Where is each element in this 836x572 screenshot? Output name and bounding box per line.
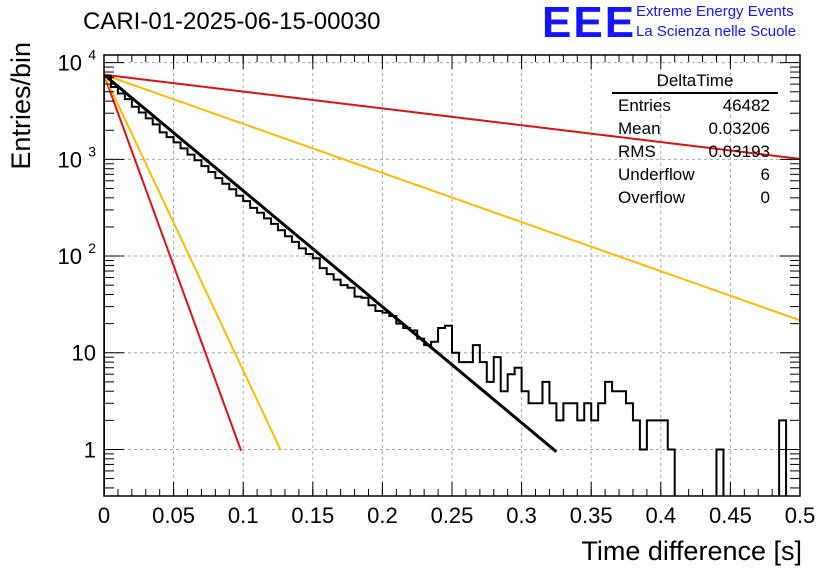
x-tick-label: 0.4 <box>646 503 677 528</box>
logo-line-1: Extreme Energy Events <box>636 3 794 20</box>
y-tick-label: 10 <box>58 147 82 172</box>
fit-curve-fit <box>104 73 558 453</box>
y-axis-label: Entries/bin <box>6 42 36 170</box>
fit-curve-orange-shallow <box>104 73 800 322</box>
stats-row: Entries 46482 <box>612 94 778 117</box>
x-tick-label: 0.1 <box>228 503 259 528</box>
y-tick-label: 10 <box>58 244 82 269</box>
x-tick-label: 0.35 <box>570 503 613 528</box>
histogram-outline <box>104 74 788 496</box>
x-tick-label: 0.2 <box>367 503 398 528</box>
stats-value: 0 <box>760 188 770 207</box>
grid-lines <box>104 55 800 496</box>
x-tick-label: 0.3 <box>506 503 537 528</box>
x-tick-label: 0.5 <box>785 503 816 528</box>
stats-row: Mean 0.03206 <box>612 117 778 140</box>
y-tick-label: 10 <box>72 341 96 366</box>
eee-logo: EEE <box>542 0 637 47</box>
x-tick-label: 0.05 <box>152 503 195 528</box>
stats-row: Underflow 6 <box>612 163 778 186</box>
stats-name: RMS <box>618 142 656 161</box>
stats-name: Underflow <box>618 165 695 184</box>
fit-curve-orange-steep <box>104 74 282 451</box>
logo-line-2: La Scienza nelle Scuole <box>636 23 797 40</box>
fit-curve-red-shallow <box>104 73 800 160</box>
x-tick-label: 0.25 <box>431 503 474 528</box>
fit-curves <box>104 73 800 453</box>
stats-name: Overflow <box>618 188 686 207</box>
stats-row: Overflow 0 <box>612 186 778 209</box>
x-tick-label: 0.45 <box>709 503 752 528</box>
x-tick-label: 0 <box>98 503 110 528</box>
stats-title: DeltaTime <box>612 70 778 94</box>
chart-title: CARI-01-2025-06-15-00030 <box>83 8 381 35</box>
y-tick-exponent: 4 <box>88 47 96 63</box>
x-axis-label: Time difference [s] <box>581 536 802 566</box>
y-tick-label: 1 <box>84 437 96 462</box>
y-tick-exponent: 3 <box>88 143 96 159</box>
stats-value: 6 <box>760 165 770 184</box>
y-tick-exponent: 2 <box>88 240 96 256</box>
stats-name: Entries <box>618 96 671 115</box>
stats-name: Mean <box>618 119 661 138</box>
histogram <box>104 74 788 496</box>
stats-value: 46482 <box>722 96 770 115</box>
stats-box: DeltaTime Entries 46482 Mean 0.03206 RMS 0.03… <box>612 70 778 209</box>
y-axis: 1 10 10 2 10 3 10 4 <box>58 47 800 489</box>
x-axis: 0 0.05 0.1 0.15 0.2 0.25 0.3 0.35 0.4 0.45 0.5 <box>98 55 815 528</box>
stats-row: RMS 0.03193 <box>612 140 778 163</box>
fit-curve-red-steep <box>104 74 243 452</box>
y-tick-label: 10 <box>58 51 82 76</box>
stats-value: 0.03193 <box>708 142 770 161</box>
x-tick-label: 0.15 <box>291 503 334 528</box>
logo-text: Extreme Energy Events La Scienza nelle S… <box>636 2 796 42</box>
stats-value: 0.03206 <box>708 119 770 138</box>
